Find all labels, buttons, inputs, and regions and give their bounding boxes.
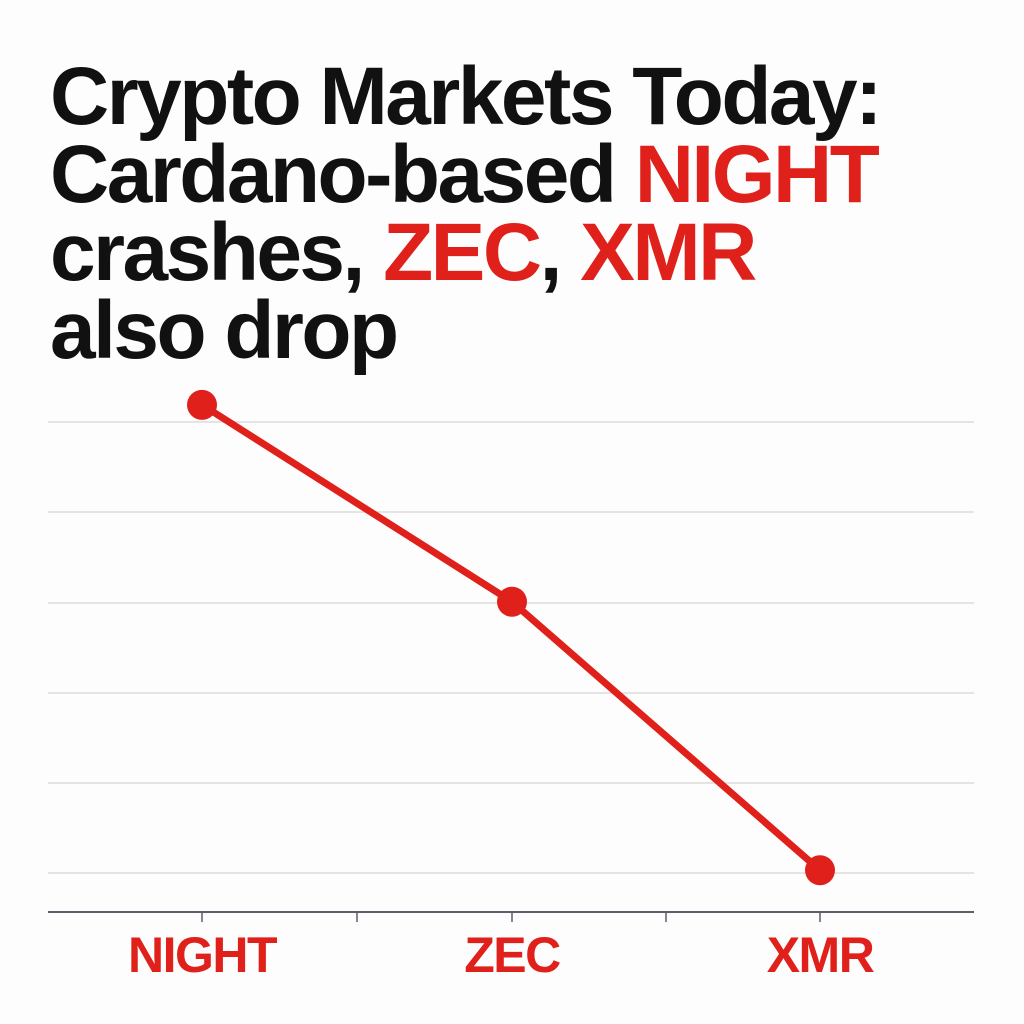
headline-line-2: Cardano-based NIGHT — [50, 129, 880, 220]
chart-series — [187, 389, 835, 886]
x-tick-label-night: NIGHT — [128, 927, 277, 983]
chart-x-tick-labels: NIGHT ZEC XMR — [128, 927, 876, 983]
series-line-1 — [198, 401, 824, 874]
headline: Crypto Markets Today: Cardano-based NIGH… — [50, 51, 990, 376]
data-point-zec — [497, 586, 527, 617]
headline-line-4: also drop — [50, 285, 399, 376]
data-point-xmr — [805, 855, 835, 886]
data-point-night — [187, 389, 217, 420]
x-tick-label-zec: ZEC — [464, 927, 560, 983]
headline-highlight-night: NIGHT — [634, 129, 880, 220]
headline-line-3: crashes, ZEC, XMR — [50, 207, 757, 298]
headline-highlight-xmr: XMR — [580, 207, 757, 298]
headline-highlight-zec: ZEC — [383, 207, 542, 298]
chart-x-axis — [48, 911, 974, 922]
x-tick-label-xmr: XMR — [767, 927, 875, 983]
headline-line-1: Crypto Markets Today: — [50, 51, 882, 142]
chart-gridlines — [48, 421, 974, 874]
